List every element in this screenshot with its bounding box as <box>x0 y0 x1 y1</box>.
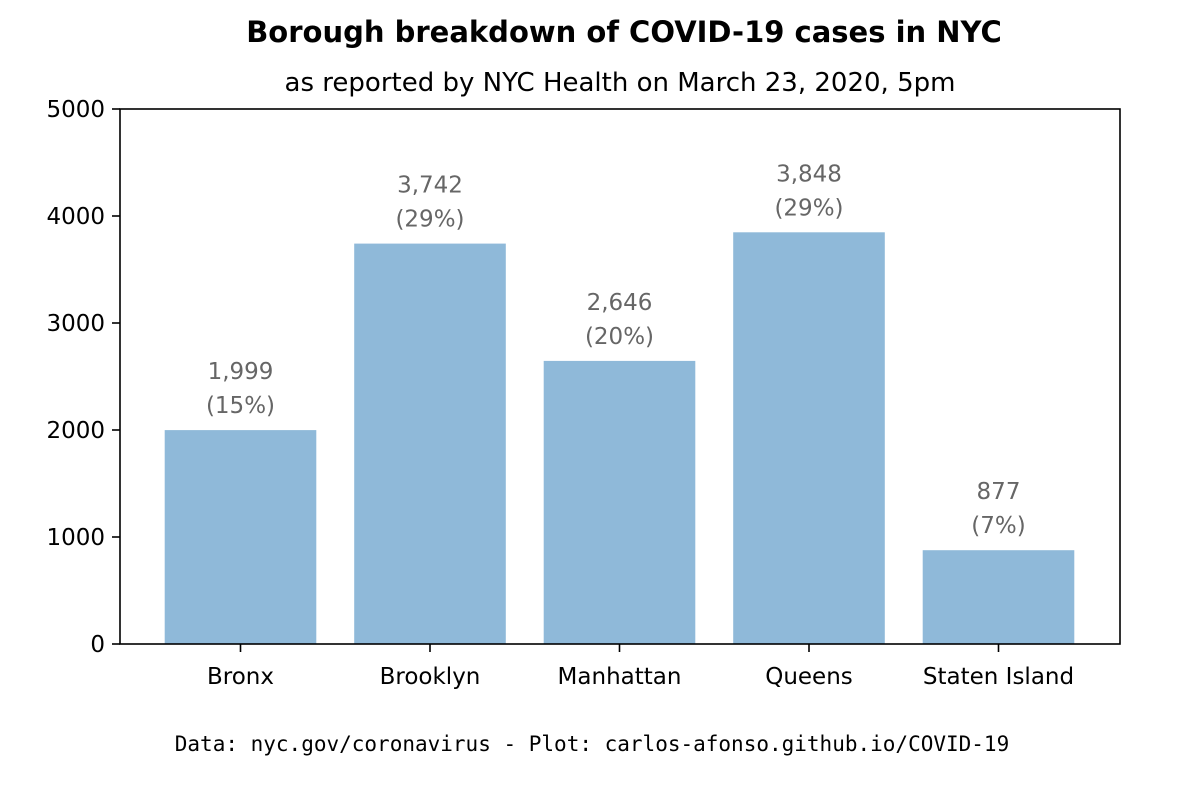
y-tick-label: 3000 <box>46 311 105 337</box>
bar-bronx <box>164 430 317 644</box>
bar-brooklyn <box>354 243 506 644</box>
x-tick-label: Bronx <box>207 664 274 690</box>
data-label-value: 2,646 <box>587 290 653 316</box>
x-tick-label: Manhattan <box>558 664 682 690</box>
data-label-percent: (20%) <box>585 324 654 350</box>
data-label-value: 3,848 <box>776 161 842 187</box>
y-tick-label: 0 <box>90 632 105 658</box>
chart-title: Borough breakdown of COVID-19 cases in N… <box>246 15 1002 49</box>
data-label-percent: (29%) <box>774 195 843 221</box>
chart-subtitle: as reported by NYC Health on March 23, 2… <box>285 68 956 98</box>
data-label-value: 1,999 <box>208 359 274 385</box>
data-label-percent: (29%) <box>395 207 464 233</box>
bar-manhattan <box>543 360 696 644</box>
x-tick-label: Brooklyn <box>380 664 481 690</box>
data-label-percent: (15%) <box>206 393 275 419</box>
y-tick-label: 5000 <box>46 97 105 123</box>
data-label-value: 877 <box>977 479 1021 505</box>
y-tick-label: 2000 <box>46 418 105 444</box>
y-tick-label: 4000 <box>46 204 105 230</box>
data-label-value: 3,742 <box>397 173 463 199</box>
source-footer: Data: nyc.gov/coronavirus - Plot: carlos… <box>175 732 1009 756</box>
plot-area: 1,999 (15%) 3,742 (29%) 2,646 (20%) 3,848 (29%)… <box>46 97 1121 690</box>
y-tick-label: 1000 <box>46 525 105 551</box>
bar-staten-island <box>922 550 1075 644</box>
x-tick-label: Staten Island <box>923 664 1074 690</box>
data-label-percent: (7%) <box>971 513 1025 539</box>
x-tick-label: Queens <box>765 664 853 690</box>
bar-queens <box>733 232 885 645</box>
